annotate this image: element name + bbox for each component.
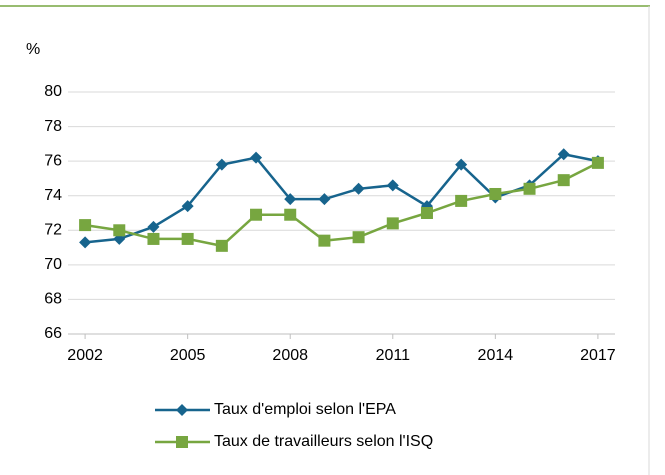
y-tick-label: 80 [44, 83, 62, 100]
data-point [113, 224, 126, 237]
data-point [181, 232, 194, 245]
x-tick-label: 2005 [170, 347, 206, 364]
data-point [352, 231, 365, 244]
data-point [420, 207, 433, 219]
y-tick-label: 74 [44, 187, 62, 204]
data-point [318, 193, 331, 206]
y-axis-label: % [26, 41, 40, 58]
data-point [284, 208, 297, 221]
data-point [523, 182, 536, 195]
legend-marker [176, 436, 188, 448]
data-point [250, 208, 263, 221]
y-tick-label: 72 [44, 222, 62, 239]
x-tick-label: 2008 [272, 347, 308, 364]
x-tick-label: 2011 [376, 347, 411, 364]
data-point [215, 239, 228, 252]
data-point [181, 200, 194, 213]
data-point [386, 179, 399, 192]
data-point [591, 156, 604, 169]
x-tick-label: 2014 [478, 347, 514, 364]
data-point [557, 148, 570, 161]
x-tick-label: 2017 [580, 347, 616, 364]
legend-label: Taux d'emploi selon l'EPA [214, 401, 396, 418]
data-point [79, 219, 92, 232]
y-tick-label: 78 [44, 118, 62, 135]
data-point [455, 158, 468, 171]
data-point [489, 187, 502, 200]
data-point [250, 151, 263, 164]
y-tick-label: 68 [44, 291, 62, 308]
y-tick-label: 76 [44, 152, 62, 169]
x-tick-label: 2002 [67, 347, 103, 364]
data-point [147, 220, 160, 233]
data-point [318, 234, 331, 247]
data-point [79, 236, 92, 249]
data-point [284, 193, 297, 206]
legend-label: Taux de travailleurs selon l'ISQ [214, 433, 433, 450]
y-tick-label: 70 [44, 256, 62, 273]
series-line [84, 161, 599, 248]
data-point [215, 158, 228, 171]
data-point [455, 194, 468, 207]
legend-marker [176, 404, 188, 416]
series-line [84, 152, 599, 244]
data-point [147, 232, 160, 245]
data-point [352, 182, 365, 195]
data-point [386, 217, 399, 230]
data-point [557, 174, 570, 187]
y-tick-label: 66 [44, 325, 62, 342]
